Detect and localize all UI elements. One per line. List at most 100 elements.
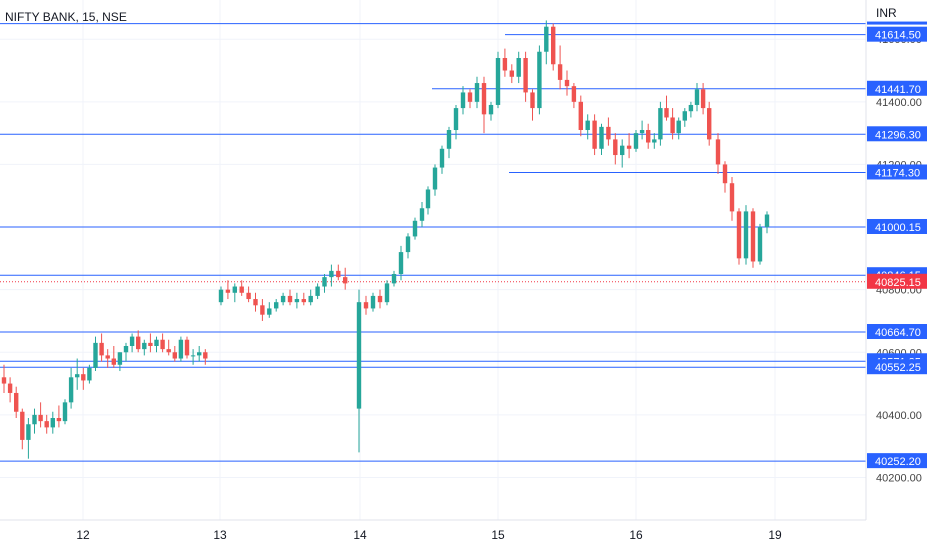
candle [736, 208, 742, 265]
candle-body [633, 133, 639, 149]
candle [729, 176, 735, 221]
candle [105, 349, 110, 368]
candle [412, 217, 418, 240]
level-label-box [867, 26, 927, 42]
candle-body [93, 342, 98, 368]
candle [129, 333, 135, 353]
candle-body [166, 349, 171, 353]
candle-body [412, 220, 418, 237]
candle-body [294, 299, 300, 303]
candle [639, 120, 645, 140]
candle [633, 130, 639, 152]
candle [658, 101, 663, 146]
candle [117, 352, 123, 372]
candle [50, 411, 55, 434]
level-label-box [867, 164, 927, 180]
candle [142, 339, 147, 356]
candle-body [336, 270, 341, 278]
candle [356, 289, 362, 453]
candle [267, 302, 272, 318]
candle-body [398, 252, 404, 274]
candle-body [585, 120, 590, 130]
candle [329, 264, 334, 287]
candle [232, 283, 237, 303]
candle [184, 336, 190, 359]
candle-body [14, 392, 19, 412]
level-label: 41296.30 [875, 129, 921, 141]
candle-body [481, 83, 487, 115]
candle-body [516, 58, 521, 77]
candle [343, 267, 348, 290]
candle-body [184, 339, 190, 356]
candle [405, 233, 411, 259]
candle-body [129, 336, 135, 346]
candle-body [56, 418, 62, 422]
candle [652, 133, 657, 149]
candle-body [544, 26, 549, 52]
candle-body [750, 211, 756, 262]
level-label-box [867, 218, 927, 234]
candle [764, 211, 770, 234]
x-tick-label: 19 [768, 528, 782, 542]
candle-body [530, 92, 535, 109]
candle-body [676, 120, 681, 134]
candle [700, 83, 706, 115]
candle-body [239, 286, 244, 293]
candle [239, 280, 244, 296]
candle [676, 117, 681, 140]
candle-body [363, 302, 369, 309]
candle [599, 123, 604, 156]
candle [564, 70, 570, 96]
level-label-box [867, 324, 927, 340]
level-label: 40664.70 [875, 327, 921, 339]
candle [178, 336, 184, 362]
candle-body [44, 421, 49, 428]
candle-body [425, 189, 431, 209]
candle-body [99, 342, 104, 356]
candle [530, 89, 535, 121]
candle-body [639, 130, 645, 134]
candle-body [578, 101, 583, 130]
candle-body [26, 424, 31, 440]
candle [315, 283, 320, 300]
candle-body [557, 64, 563, 80]
candle-body [20, 411, 25, 440]
candle [419, 202, 425, 228]
current-price-label: 40825.15 [875, 277, 921, 289]
y-tick-label: 40200.00 [876, 472, 922, 484]
candle [474, 76, 480, 109]
candle [544, 20, 549, 65]
candle-body [218, 289, 224, 303]
candle [44, 414, 49, 434]
candle [38, 402, 43, 428]
candle [14, 386, 19, 418]
candle [87, 364, 92, 384]
level-label: 41441.70 [875, 84, 921, 96]
candle [377, 289, 383, 309]
level-label-box [867, 359, 927, 375]
candle-body [688, 104, 694, 112]
candle [743, 205, 749, 265]
candle [166, 339, 171, 356]
candle [253, 292, 258, 312]
candle [68, 367, 74, 409]
candle [495, 51, 501, 109]
candle [172, 346, 177, 362]
candle-body [75, 374, 80, 378]
candle-body [87, 367, 92, 381]
candle [370, 292, 376, 312]
candle-body [495, 58, 501, 105]
candle [509, 64, 514, 84]
candle-body [474, 83, 480, 102]
candle [190, 349, 196, 365]
candle-body [405, 236, 411, 253]
candle [757, 223, 763, 265]
candle [148, 333, 153, 353]
candle-body [246, 292, 251, 300]
candle-body [148, 342, 153, 346]
candle [123, 342, 129, 362]
candle-body [460, 92, 466, 109]
candle-body [50, 418, 55, 428]
candle [154, 336, 159, 353]
